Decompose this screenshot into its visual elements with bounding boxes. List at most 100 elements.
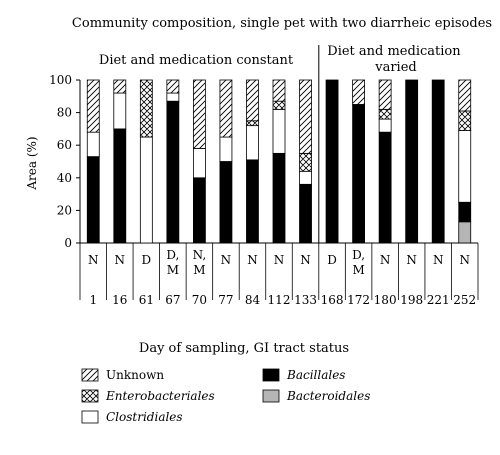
bar-segment-enterobacteriales <box>246 120 259 127</box>
bar-group-day-252 <box>458 79 472 244</box>
status-label: D <box>142 253 152 267</box>
day-label: 112 <box>268 293 291 307</box>
day-label: 168 <box>321 293 344 307</box>
status-label: N <box>459 253 470 267</box>
bar-segment-bacillales <box>86 156 100 244</box>
day-label: 133 <box>294 293 317 307</box>
status-label-line: N <box>247 253 258 267</box>
status-label-line: N, <box>193 248 207 262</box>
day-label: 70 <box>192 293 207 307</box>
status-label: N <box>88 253 99 267</box>
day-label: 252 <box>453 293 476 307</box>
legend-label-unknown: Unknown <box>106 368 164 382</box>
status-label: D, M <box>166 248 179 277</box>
bar-segment-bacillales <box>431 79 445 244</box>
bar-segment-clostridiales <box>192 148 206 179</box>
bar-segment-bacteroidales <box>458 221 472 244</box>
bar-group-day-61 <box>139 79 153 244</box>
status-label: D, M <box>352 248 365 277</box>
bar-segment-bacillales <box>325 79 339 244</box>
status-label-line: N <box>459 253 470 267</box>
legend-label-bacillales: Bacillales <box>286 368 345 382</box>
bar-segment-unknown <box>113 79 127 94</box>
bar-group-day-84 <box>246 79 259 244</box>
bar-group-day-70 <box>192 79 206 244</box>
status-label-line: N <box>380 253 391 267</box>
y-tick-label: 0 <box>64 236 72 250</box>
status-label-line: N <box>221 253 232 267</box>
legend-swatch-bacteroidales <box>262 389 280 403</box>
day-label: 77 <box>218 293 233 307</box>
y-tick-label: 80 <box>57 106 72 120</box>
y-tick-label: 40 <box>57 171 72 185</box>
bar-group-day-77 <box>219 79 233 244</box>
chart-title: Community composition, single pet with t… <box>72 16 492 31</box>
bar-group-day-133 <box>299 79 312 244</box>
day-label: 221 <box>427 293 450 307</box>
legend-label-bacteroidales: Bacteroidales <box>286 389 370 403</box>
day-label: 1 <box>89 293 97 307</box>
status-label-line: N <box>115 253 126 267</box>
bars <box>86 79 472 244</box>
status-label: N <box>247 253 258 267</box>
annotation-constant: Diet and medication constant <box>99 53 294 68</box>
bar-segment-bacillales <box>113 128 127 244</box>
y-axis-label: Area (%) <box>25 136 39 190</box>
y-tick-label: 100 <box>49 73 72 87</box>
bar-group-day-168 <box>325 79 339 244</box>
bar-segment-bacillales <box>272 152 286 244</box>
bar-segment-clostridiales <box>458 130 472 203</box>
status-label-line: N <box>433 253 444 267</box>
status-label: N <box>406 253 417 267</box>
bar-group-day-172 <box>352 79 366 244</box>
day-label: 198 <box>400 293 423 307</box>
bar-segment-clostridiales <box>299 170 312 185</box>
bar-segment-unknown <box>378 79 392 110</box>
status-label-line: N <box>300 253 311 267</box>
bar-segment-clostridiales <box>219 136 233 162</box>
legend-swatch-unknown <box>81 368 99 382</box>
bar-segment-bacillales <box>246 159 259 244</box>
status-label: N, M <box>193 248 207 277</box>
status-label: N <box>115 253 126 267</box>
status-label: N <box>380 253 391 267</box>
status-label-line: M <box>167 263 179 277</box>
bar-segment-unknown <box>352 79 366 105</box>
day-label: 67 <box>165 293 180 307</box>
status-label-line: N <box>406 253 417 267</box>
day-label: 172 <box>347 293 370 307</box>
status-label: N <box>300 253 311 267</box>
bar-segment-enterobacteriales <box>139 79 153 138</box>
bar-segment-enterobacteriales <box>458 110 472 131</box>
y-tick-label: 20 <box>57 203 72 217</box>
status-label-line: D <box>142 253 152 267</box>
bar-segment-unknown <box>219 79 233 138</box>
bar-segment-bacillales <box>299 183 312 244</box>
legend-swatch-clostridiales <box>81 410 99 424</box>
bar-segment-unknown <box>166 79 180 94</box>
x-axis-label: Day of sampling, GI tract status <box>139 341 349 356</box>
bar-group-day-221 <box>431 79 445 244</box>
bar-segment-unknown <box>272 79 286 102</box>
status-label-line: N <box>274 253 285 267</box>
bar-segment-bacillales <box>458 201 472 223</box>
annotation-varied-text: Diet and medication <box>327 44 461 59</box>
bar-segment-bacillales <box>352 104 366 244</box>
day-label: 84 <box>245 293 261 307</box>
bar-segment-clostridiales <box>86 131 100 158</box>
legend-label-clostridiales: Clostridiales <box>106 410 183 424</box>
bar-segment-unknown <box>86 79 100 133</box>
annotation-varied-text-line2: varied <box>374 60 416 75</box>
legend: Bacteroidales Bacillales Clostridiales Ente… <box>81 368 370 424</box>
bar-segment-clostridiales <box>166 92 180 102</box>
status-label: N <box>433 253 444 267</box>
legend-swatch-enterobacteriales <box>81 389 99 403</box>
bar-segment-bacillales <box>378 131 392 244</box>
bar-segment-bacillales <box>192 177 206 244</box>
status-label: N <box>221 253 232 267</box>
bar-group-day-198 <box>405 79 419 244</box>
status-label: D <box>327 253 337 267</box>
bar-segment-unknown <box>246 79 259 122</box>
